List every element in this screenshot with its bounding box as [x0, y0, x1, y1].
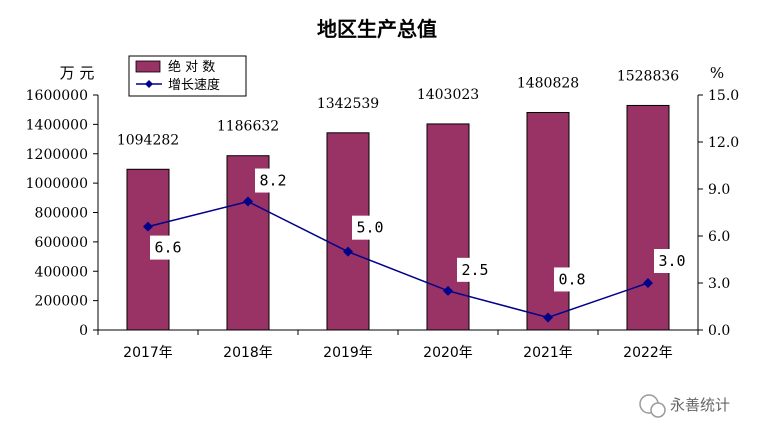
axes: 0 200000 400000 600000 800000 1000000 1200000 1…: [26, 88, 740, 361]
growth-value-label: 2.5: [461, 261, 488, 279]
growth-point: [343, 246, 353, 257]
x-tick-label: 2020年: [423, 345, 473, 361]
left-tick-label: 200000: [35, 294, 88, 310]
growth-line: [143, 196, 653, 323]
growth-point: [143, 221, 153, 232]
growth-point: [543, 312, 553, 323]
watermark: 永善统计: [639, 394, 730, 418]
growth-series-line: [147, 200, 649, 319]
growth-value-label: 3.0: [658, 252, 685, 270]
growth-labels: 6.6 8.2 5.0 2.5 0.8 3.0: [150, 168, 690, 292]
left-tick-label: 600000: [35, 235, 88, 251]
x-tick-label: 2021年: [523, 345, 573, 361]
bar: [526, 112, 570, 331]
wechat-icon-small: [650, 402, 666, 418]
bar-value-label: 1094282: [117, 132, 179, 148]
growth-label-bg: [457, 257, 493, 282]
growth-label-bg: [654, 249, 690, 273]
left-tick-label: 1400000: [26, 117, 88, 133]
growth-label-bg: [255, 168, 291, 193]
left-tick-label: 400000: [35, 264, 88, 280]
x-tick-label: 2017年: [123, 345, 173, 361]
growth-label-bg: [150, 235, 186, 260]
right-tick-label: 6.0: [708, 229, 730, 245]
right-axis-unit: %: [710, 64, 724, 82]
right-tick-label: 3.0: [708, 276, 730, 292]
legend-line-marker: [145, 80, 153, 88]
bar-value-label: 1403023: [417, 87, 479, 103]
right-tick-label: 9.0: [708, 182, 730, 198]
bar-value-label: 1186632: [217, 119, 279, 135]
growth-point: [643, 278, 653, 288]
bar-value-label: 1480828: [517, 76, 579, 92]
growth-value-label: 0.8: [558, 270, 585, 288]
left-tick-label: 1200000: [26, 147, 88, 163]
left-tick-label: 800000: [35, 206, 88, 222]
left-tick-label: 0: [79, 323, 88, 339]
growth-label-bg: [352, 215, 388, 240]
left-tick-label: 1000000: [26, 176, 88, 192]
left-tick-label: 1600000: [26, 88, 88, 104]
right-tick-label: 15.0: [708, 88, 739, 104]
bar: [426, 123, 470, 331]
bar-value-label: 1528836: [617, 68, 679, 84]
bar-value-label: 1342539: [317, 96, 379, 112]
bar: [626, 104, 670, 331]
legend-bar-label: 绝 对 数: [168, 59, 215, 75]
bar-labels: 1094282 1186632 1342539 1403023 1480828 15288…: [117, 68, 679, 148]
watermark-text: 永善统计: [670, 396, 730, 414]
growth-point: [243, 196, 253, 207]
legend-line-label: 增长速度: [168, 77, 220, 93]
x-tick-label: 2022年: [623, 345, 673, 361]
legend: 绝 对 数 增长速度: [128, 55, 247, 97]
legend-bar-swatch: [135, 60, 161, 73]
growth-point: [443, 285, 453, 296]
x-tick-label: 2019年: [323, 345, 373, 361]
growth-label-bg: [554, 267, 590, 292]
growth-value-label: 6.6: [154, 239, 181, 257]
right-tick-label: 0.0: [708, 323, 730, 339]
chart-title: 地区生产总值: [317, 17, 437, 41]
right-tick-label: 12.0: [708, 135, 739, 151]
bars: [126, 104, 670, 331]
left-axis-unit: 万 元: [60, 64, 95, 82]
growth-value-label: 8.2: [259, 172, 286, 190]
growth-value-label: 5.0: [356, 219, 383, 237]
x-tick-label: 2018年: [223, 345, 273, 361]
